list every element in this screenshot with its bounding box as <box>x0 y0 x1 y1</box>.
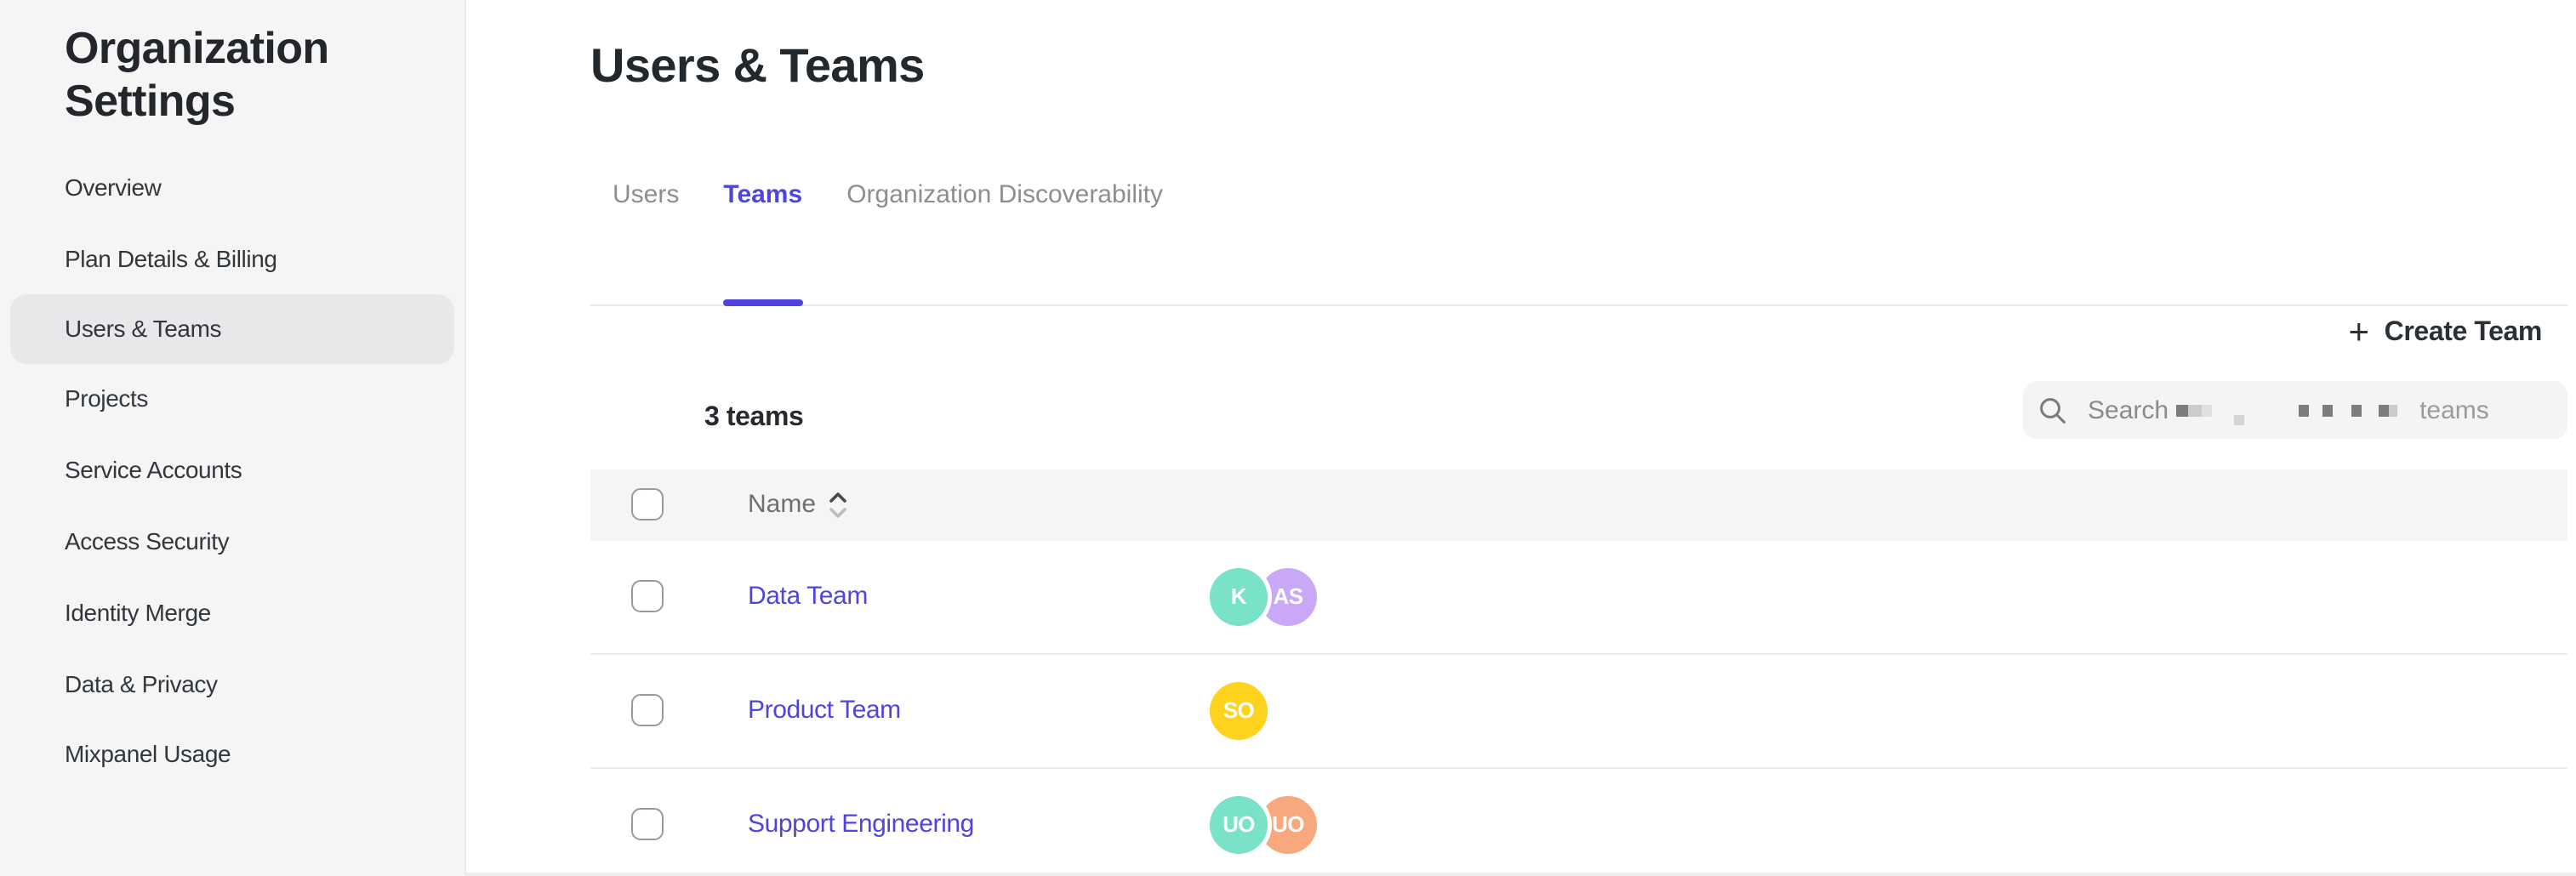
name-column-header[interactable]: Name <box>748 490 817 520</box>
table-row: Support Engineering UO UO <box>590 768 2567 876</box>
sidebar-item-data-privacy[interactable]: Data & Privacy <box>65 669 218 697</box>
redaction-block <box>2234 415 2245 425</box>
list-controls: 3 teams Search teams <box>590 381 2567 439</box>
row-checkbox[interactable] <box>631 580 664 613</box>
team-count: 3 teams <box>704 403 804 432</box>
search-input[interactable]: Search teams <box>2023 381 2567 439</box>
sidebar-item-users-teams[interactable]: Users & Teams <box>10 293 454 364</box>
team-name-link[interactable]: Product Team <box>748 696 901 725</box>
tab-teams[interactable]: Teams <box>701 177 824 306</box>
row-checkbox[interactable] <box>631 808 664 841</box>
table-row: Data Team K AS <box>590 541 2567 655</box>
avatar: UO <box>1210 795 1268 854</box>
sort-icon[interactable] <box>828 492 846 519</box>
sidebar-item-service-accounts[interactable]: Service Accounts <box>65 456 242 484</box>
team-name-link[interactable]: Data Team <box>748 582 868 611</box>
tab-users[interactable]: Users <box>613 180 680 209</box>
sidebar-item-mixpanel-usage[interactable]: Mixpanel Usage <box>65 740 231 768</box>
bottom-edge-strip <box>466 872 2576 876</box>
sidebar-title: Organization Settings <box>65 22 329 126</box>
create-team-label: Create Team <box>2384 318 2543 347</box>
avatar-group: UO UO <box>1210 795 1317 854</box>
redaction-block <box>2188 404 2203 416</box>
plus-icon: + <box>2348 313 2370 352</box>
search-placeholder-prefix: Search <box>2088 395 2169 424</box>
teams-table: Name Data Team K AS Product Team SO <box>590 469 2567 876</box>
redaction-block <box>2202 404 2213 416</box>
avatar-group: K AS <box>1210 567 1317 626</box>
create-team-button[interactable]: + Create Team <box>2349 313 2543 354</box>
sidebar-item-plan-details-billing[interactable]: Plan Details & Billing <box>65 244 277 272</box>
redaction-block <box>2389 404 2398 416</box>
sidebar-item-identity-merge[interactable]: Identity Merge <box>65 598 211 626</box>
redaction-block <box>2322 404 2334 416</box>
sidebar-nav: Overview Plan Details & Billing Users & … <box>0 151 464 790</box>
row-checkbox[interactable] <box>631 694 664 727</box>
table-header-row: Name <box>590 469 2567 541</box>
page-title: Users & Teams <box>590 39 925 92</box>
avatar: SO <box>1210 681 1268 740</box>
avatar-group: SO <box>1210 681 1268 740</box>
table-row: Product Team SO <box>590 655 2567 769</box>
search-icon <box>2040 397 2066 423</box>
redaction-block <box>2379 404 2390 416</box>
sidebar-item-projects[interactable]: Projects <box>65 384 148 412</box>
team-name-link[interactable]: Support Engineering <box>748 810 974 839</box>
avatar: AS <box>1259 567 1317 626</box>
main-content: Users & Teams Users Teams Organization D… <box>466 0 2576 876</box>
settings-sidebar: Organization Settings Overview Plan Deta… <box>0 0 466 876</box>
tab-bar: Users Teams Organization Discoverability <box>590 177 2567 306</box>
select-all-checkbox[interactable] <box>631 488 664 521</box>
redaction-block <box>2176 404 2189 416</box>
avatar: UO <box>1259 795 1317 854</box>
avatar: K <box>1210 567 1268 626</box>
tab-organization-discoverability[interactable]: Organization Discoverability <box>846 180 1164 209</box>
redaction-block <box>2351 404 2362 416</box>
redaction-block <box>2299 404 2310 416</box>
actions-row: + Create Team <box>590 313 2567 354</box>
sidebar-item-overview[interactable]: Overview <box>65 173 162 201</box>
search-placeholder-suffix: teams <box>2419 395 2489 424</box>
sidebar-item-access-security[interactable]: Access Security <box>65 527 230 555</box>
